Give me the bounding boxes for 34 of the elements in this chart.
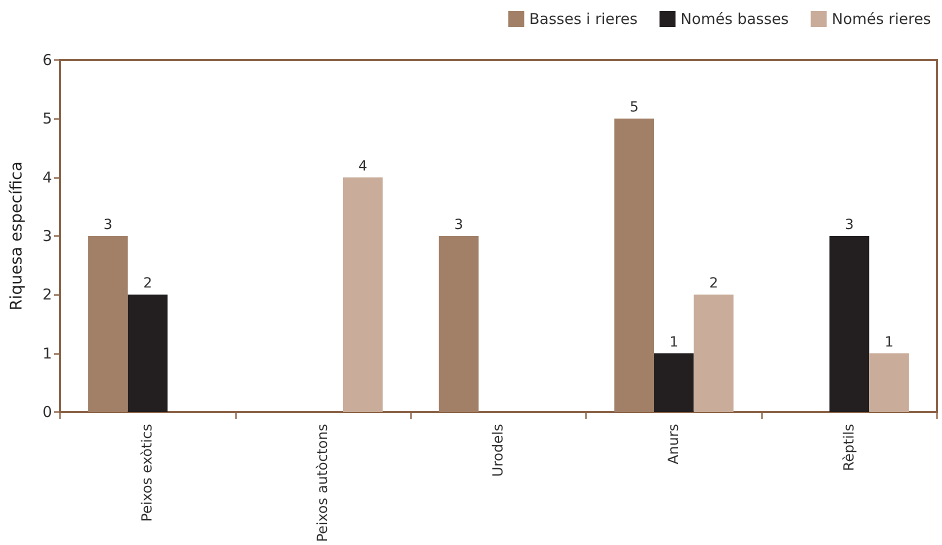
data-label: 5	[630, 100, 639, 116]
x-tick-label: Peixos exòtics	[140, 424, 156, 522]
x-tick-label: Rèptils	[841, 424, 858, 472]
data-label: 2	[709, 276, 718, 292]
bar	[869, 353, 909, 412]
data-label: 1	[884, 334, 894, 350]
legend-label: Només rieres	[832, 10, 932, 28]
y-tick-label: 0	[42, 402, 52, 421]
y-axis-title: Riquesa específica	[6, 161, 26, 310]
bar	[694, 294, 734, 412]
y-tick-label: 4	[42, 168, 52, 186]
data-label: 1	[669, 334, 678, 350]
x-tick-label: Peixos autòctons	[315, 424, 332, 542]
data-label: 2	[143, 276, 152, 292]
bar	[128, 294, 168, 412]
y-tick-label: 1	[42, 344, 52, 362]
data-label: 4	[358, 158, 368, 174]
data-label: 3	[844, 216, 854, 233]
bar	[614, 118, 654, 412]
legend-label: Basses i rieres	[529, 10, 638, 28]
bar	[438, 236, 479, 412]
y-tick-label: 6	[42, 51, 52, 69]
x-tick-label: Urodels	[490, 424, 506, 477]
y-tick-label: 5	[42, 110, 52, 128]
data-label: 3	[103, 216, 112, 233]
data-label: 3	[454, 216, 464, 233]
legend-label: Només basses	[680, 10, 789, 28]
bar	[342, 177, 383, 412]
bar	[829, 236, 870, 412]
bar	[88, 236, 128, 412]
x-tick-label: Anurs	[666, 424, 682, 464]
bar	[654, 353, 694, 412]
y-tick-label: 2	[42, 286, 52, 304]
y-tick-label: 3	[42, 226, 52, 245]
